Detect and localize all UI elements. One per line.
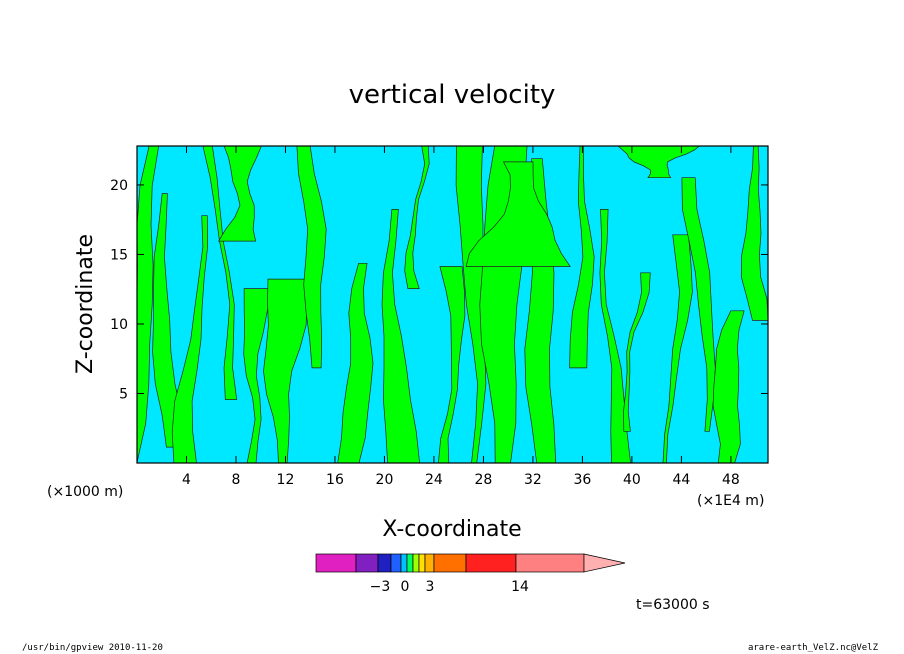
x-tick-label: 24 bbox=[425, 472, 443, 488]
x-axis-label: X-coordinate bbox=[382, 517, 521, 542]
y-tick-label: 10 bbox=[110, 317, 128, 333]
chart-title: vertical velocity bbox=[349, 80, 556, 110]
colorbar-tick-label: −3 bbox=[370, 579, 391, 595]
colorbar-segment bbox=[515, 553, 585, 573]
positive-velocity-region bbox=[152, 193, 186, 448]
positive-velocity-region bbox=[171, 215, 208, 464]
colorbar-segment bbox=[390, 553, 402, 573]
x-tick-label: 16 bbox=[326, 472, 344, 488]
velocity-field bbox=[136, 145, 769, 464]
x-tick-label: 4 bbox=[182, 472, 191, 488]
x-tick-label: 44 bbox=[672, 472, 690, 488]
colorbar-segment bbox=[400, 553, 408, 573]
x-tick-label: 40 bbox=[623, 472, 641, 488]
positive-velocity-region bbox=[623, 272, 651, 432]
footer-right: arare-earth_VelZ.nc@VelZ bbox=[748, 643, 879, 653]
colorbar-tick-label: 0 bbox=[401, 579, 410, 595]
y-tick-label: 5 bbox=[119, 386, 128, 402]
colorbar-tick-label: 3 bbox=[426, 579, 435, 595]
x-tick-label: 48 bbox=[722, 472, 740, 488]
x-units-left: (×1000 m) bbox=[47, 484, 123, 500]
colorbar-segment bbox=[465, 553, 517, 573]
x-axis-ticks: 4 8 12 16 20 24 28 32 36 40 44 48 bbox=[182, 146, 740, 488]
colorbar-segment bbox=[433, 553, 467, 573]
x-tick-label: 36 bbox=[573, 472, 591, 488]
time-label: t=63000 s bbox=[636, 597, 710, 613]
colorbar-segment bbox=[377, 553, 392, 573]
x-tick-label: 28 bbox=[475, 472, 493, 488]
colorbar-segment bbox=[315, 553, 357, 573]
colorbar-segment bbox=[406, 553, 414, 573]
positive-velocity-region bbox=[337, 262, 374, 464]
x-units-right: (×1E4 m) bbox=[697, 493, 764, 509]
y-tick-label: 15 bbox=[110, 247, 128, 263]
x-tick-label: 8 bbox=[232, 472, 241, 488]
y-axis-label: Z-coordinate bbox=[73, 234, 98, 374]
y-tick-label: 20 bbox=[110, 178, 128, 194]
positive-velocity-region bbox=[381, 209, 420, 464]
colorbar-tick-label: 14 bbox=[511, 579, 529, 595]
positive-velocity-region bbox=[712, 310, 745, 464]
colorbar bbox=[315, 553, 626, 573]
colorbar-segment bbox=[355, 553, 379, 573]
positive-velocity-region bbox=[599, 209, 631, 464]
x-tick-label: 20 bbox=[376, 472, 394, 488]
y-axis-ticks: 5 10 15 20 bbox=[110, 178, 768, 402]
colorbar-tick-labels: −3 0 3 14 bbox=[370, 579, 529, 595]
positive-velocity-region bbox=[438, 266, 466, 464]
x-tick-label: 12 bbox=[277, 472, 295, 488]
colorbar-segment bbox=[424, 553, 435, 573]
colorbar-segment bbox=[418, 553, 426, 573]
footer-left: /usr/bin/gpview 2010-11-20 bbox=[22, 643, 163, 653]
positive-velocity-region bbox=[465, 161, 571, 267]
x-tick-label: 32 bbox=[524, 472, 542, 488]
plot-area bbox=[136, 145, 769, 464]
colorbar-arrow bbox=[583, 553, 626, 573]
colorbar-segment bbox=[412, 553, 420, 573]
plot-frame bbox=[136, 145, 769, 464]
